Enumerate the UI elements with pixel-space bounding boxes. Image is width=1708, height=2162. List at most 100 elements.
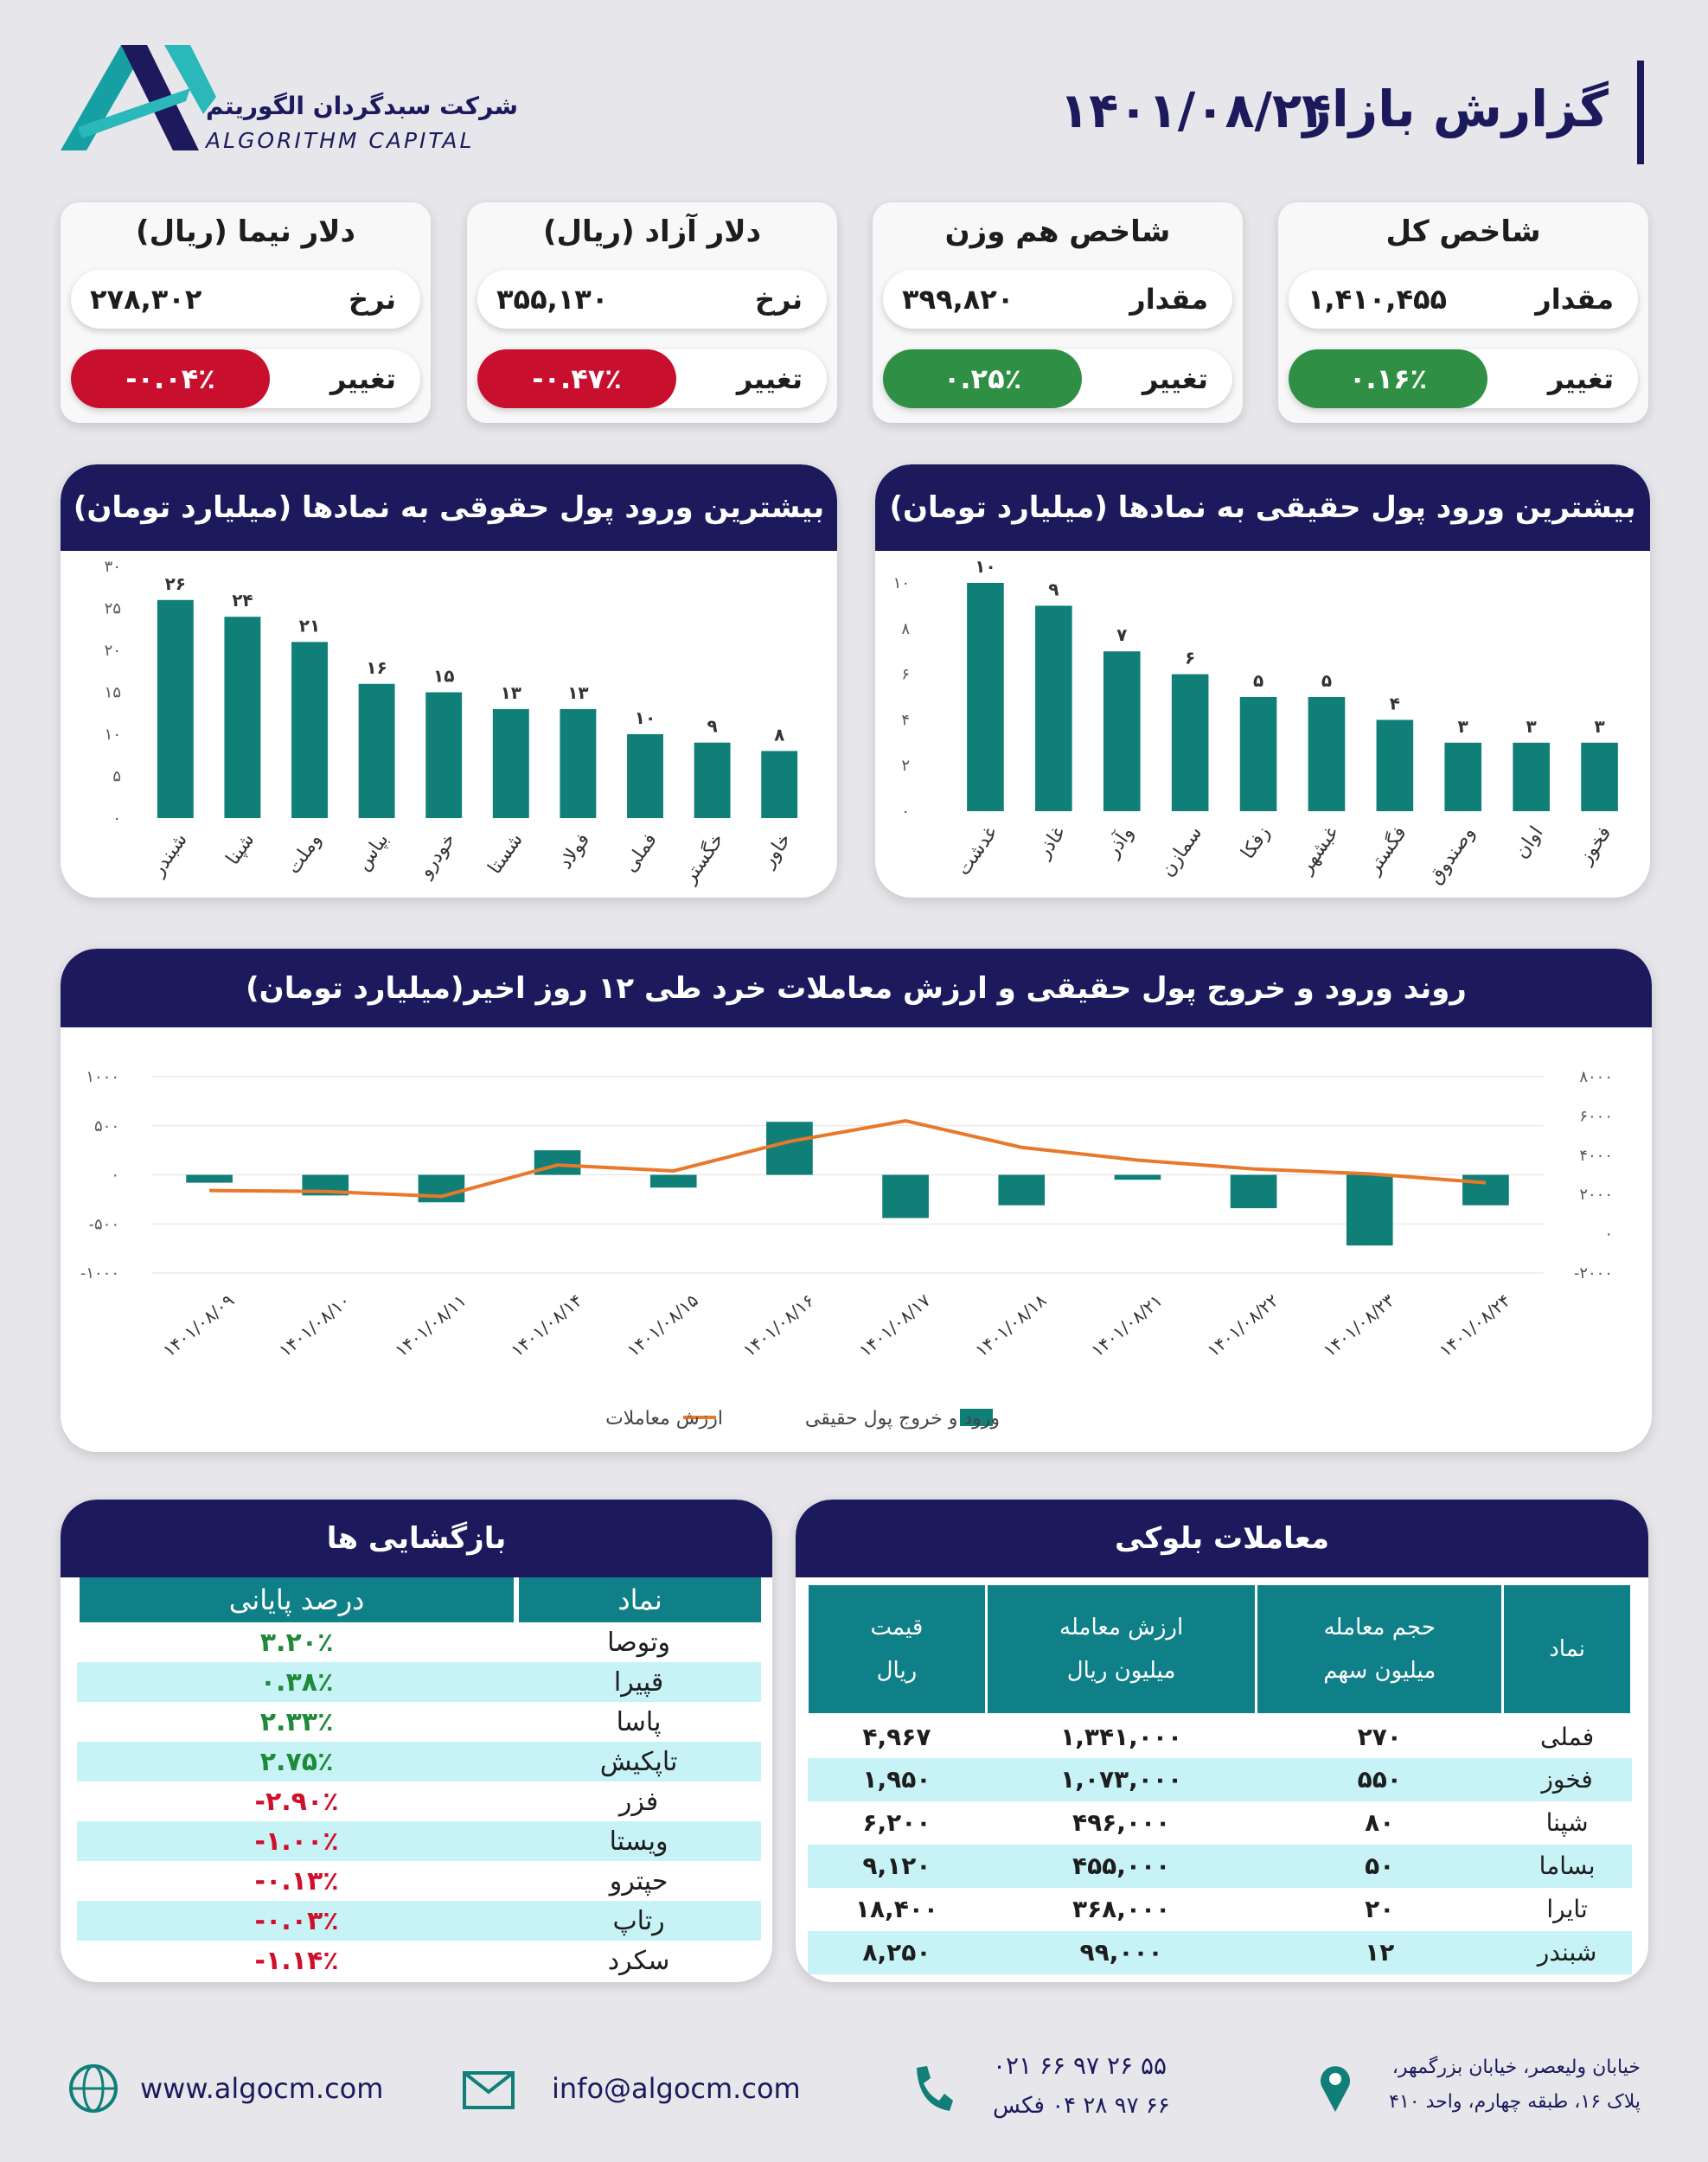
y-tick-label: ۰ xyxy=(901,803,910,821)
legend-label: ورود و خروج پول حقیقی xyxy=(805,1408,1000,1430)
y-tick-label: ۲ xyxy=(901,757,910,775)
data-label: ۳ xyxy=(1594,716,1604,737)
cell: شبندر xyxy=(1537,1938,1597,1967)
x-tick-label: ۱۴۰۱/۰۸/۲۱ xyxy=(1087,1289,1167,1360)
card-title: دلار آزاد (ریال) xyxy=(542,214,762,249)
x-tick-label: شپنا xyxy=(222,829,259,869)
cell: ۱,۳۴۱,۰۰۰ xyxy=(1060,1722,1183,1751)
header-bar xyxy=(1637,61,1644,164)
header-row: نماد حجم معامله میلیون سهم ارزش معامله میلیو… xyxy=(806,1583,1633,1716)
web-icon xyxy=(69,2064,118,2113)
openings-table: نماد درصد پایانی وتوصا ۳.۲۰٪ قپیرا ۰.۳۸٪ پاسا ۲… xyxy=(74,1577,761,1980)
cell: فزر xyxy=(618,1786,659,1817)
panel: معاملات بلوکی نماد حجم معامله میلیون سهم ار… xyxy=(796,1500,1648,1982)
x-tick-label: ۱۴۰۱/۰۸/۲۴ xyxy=(1436,1289,1515,1360)
bar xyxy=(157,599,194,818)
cell: ۱۸,۴۰۰ xyxy=(854,1895,938,1923)
report-date: ۱۴۰۱/۰۸/۲۴ xyxy=(1059,83,1332,139)
x-tick-label: وملت xyxy=(283,829,326,878)
data-label: ۱۳ xyxy=(567,682,588,703)
x-tick-label: فگستر xyxy=(1362,822,1411,880)
y-tick-label: ۱۰ xyxy=(105,726,121,744)
row-value: ۲۷۸,۳۰۲ xyxy=(90,283,202,316)
y-tick-label: ۱۰ xyxy=(893,574,910,592)
x-tick-label: شستا xyxy=(484,829,528,878)
header-line: میلیون ریال xyxy=(1066,1658,1176,1684)
row: پاسا ۲.۳۳٪ xyxy=(77,1702,761,1742)
legend-swatch xyxy=(960,1409,993,1426)
x-tick-label: ۱۴۰۱/۰۸/۱۶ xyxy=(739,1289,819,1360)
change-value: -۰.۰۴٪ xyxy=(71,349,270,408)
data-label: ۷ xyxy=(1116,624,1127,645)
x-tick-label: فخوز xyxy=(1575,822,1616,868)
y-tick-label: ۲۰ xyxy=(105,642,121,660)
row-label: نرخ xyxy=(349,283,396,316)
bar xyxy=(224,617,261,818)
x-tick-label: غبشهر xyxy=(1295,822,1343,878)
header-line: میلیون سهم xyxy=(1323,1658,1436,1684)
cell: ۳۶۸,۰۰۰ xyxy=(1072,1895,1171,1923)
block-table: نماد حجم معامله میلیون سهم ارزش معامله میلیو… xyxy=(806,1583,1633,1974)
row: فملی ۲۷۰ ۱,۳۴۱,۰۰۰ ۴,۹۶۷ xyxy=(807,1714,1632,1758)
row: سکرد -۱.۱۴٪ xyxy=(77,1941,761,1980)
cell: ۰.۳۸٪ xyxy=(259,1666,334,1698)
cell: ۴۹۶,۰۰۰ xyxy=(1072,1808,1171,1837)
mail-icon xyxy=(463,2071,515,2109)
row: شبندر ۱۲ ۹۹,۰۰۰ ۸,۲۵۰ xyxy=(807,1930,1632,1974)
cell: ۱,۹۵۰ xyxy=(862,1765,931,1794)
cell: -۰.۱۳٪ xyxy=(254,1865,339,1897)
panel: بازگشایی ها نماد درصد پایانی وتوصا ۳.۲۰٪ قپی… xyxy=(61,1500,772,1982)
column-header: حجم معامله میلیون سهم xyxy=(1255,1583,1505,1716)
y-tick-label: -۱۰۰۰ xyxy=(80,1264,119,1282)
bar xyxy=(560,708,597,818)
bar xyxy=(1462,1174,1509,1206)
card-row: تغییر ۰.۲۵٪ xyxy=(883,349,1232,408)
bar xyxy=(291,642,328,818)
cell: ۲۰ xyxy=(1365,1895,1395,1923)
bar xyxy=(1346,1174,1393,1246)
y-tick-label: ۵ xyxy=(112,768,121,786)
change-value: ۰.۱۶٪ xyxy=(1289,349,1487,408)
x-tick-label: ۱۴۰۱/۰۸/۰۹ xyxy=(159,1289,239,1360)
x-tick-label: خاور xyxy=(757,829,796,872)
column-header: درصد پایانی xyxy=(74,1577,517,1622)
x-tick-label: فملی xyxy=(619,829,662,876)
header-line: ریال xyxy=(876,1658,918,1684)
column-header: قیمت ریال xyxy=(806,1583,988,1716)
cell: ۴۵۵,۰۰۰ xyxy=(1072,1852,1171,1880)
cell: -۲.۹۰٪ xyxy=(254,1786,339,1817)
x-tick-label: وصندوق xyxy=(1424,822,1480,888)
bar xyxy=(882,1174,929,1219)
card: دلار نیما (ریال) نرخ ۲۷۸,۳۰۲ تغییر -۰.۰۴٪ xyxy=(61,202,431,423)
panel-title: روند ورود و خروج پول حقیقی و ارزش معاملا… xyxy=(61,949,1652,1027)
cell: -۱.۰۰٪ xyxy=(254,1826,339,1857)
y-tick-label: ۱۵ xyxy=(105,684,121,702)
y2-tick-label: -۲۰۰۰ xyxy=(1574,1264,1613,1282)
panel-title: بیشترین ورود پول حقیقی به نمادها (میلیار… xyxy=(875,464,1650,551)
data-label: ۹ xyxy=(1048,579,1059,599)
data-label: ۵ xyxy=(1321,670,1332,691)
cell: ۵۰ xyxy=(1365,1852,1395,1880)
row: فزر -۲.۹۰٪ xyxy=(77,1781,761,1821)
row: قپیرا ۰.۳۸٪ xyxy=(77,1662,761,1702)
bar xyxy=(1308,697,1346,811)
y-tick-label: ۰ xyxy=(111,1167,119,1185)
cell: -۱.۱۴٪ xyxy=(254,1945,339,1976)
cell: تاپکیش xyxy=(599,1746,678,1777)
row-label: نرخ xyxy=(755,283,803,316)
panel: بیشترین ورود پول حقوقی به نمادها (میلیار… xyxy=(61,464,837,898)
panel-title: بازگشایی ها xyxy=(61,1500,772,1577)
x-tick-label: ۱۴۰۱/۰۸/۱۸ xyxy=(971,1289,1051,1360)
x-tick-label: غاذر xyxy=(1033,822,1070,863)
row: تاپکیش ۲.۷۵٪ xyxy=(77,1742,761,1781)
row: رتاپ -۰.۰۳٪ xyxy=(77,1901,761,1941)
row-label: تغییر xyxy=(329,362,396,395)
row-value: ۳۵۵,۱۳۰ xyxy=(496,283,609,316)
y-tick-label: ۴ xyxy=(901,711,910,729)
card-row: مقدار ۱,۴۱۰,۴۵۵ xyxy=(1289,270,1638,329)
bar xyxy=(1239,697,1277,811)
row: حپترو -۰.۱۳٪ xyxy=(77,1861,761,1901)
bar xyxy=(694,742,731,818)
cell: حپترو xyxy=(609,1865,668,1897)
logo xyxy=(61,45,216,150)
